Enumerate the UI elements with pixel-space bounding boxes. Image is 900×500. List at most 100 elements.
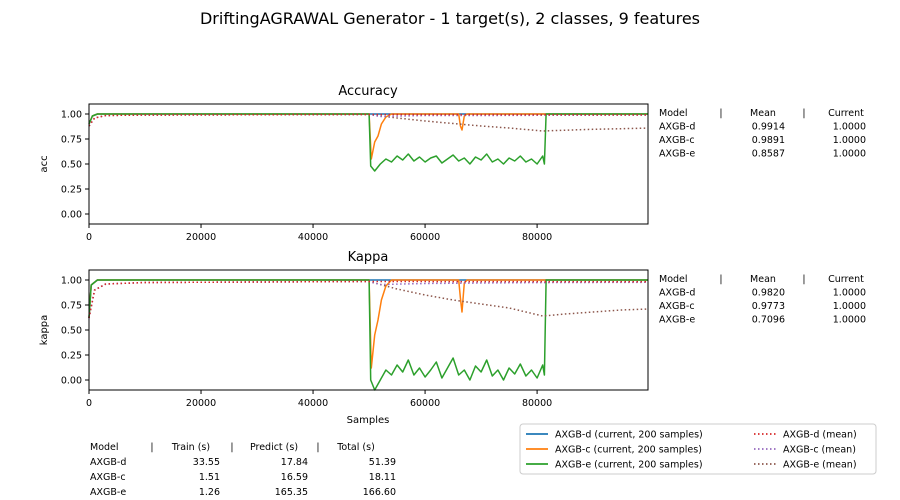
- y-tick-label: 0.75: [61, 135, 82, 146]
- summary-header-cell: Mean: [750, 108, 776, 119]
- kappa-y-axis-label: kappa: [39, 315, 50, 346]
- x-tick-label: 40000: [298, 232, 328, 243]
- kappa-ticks: 0 20000 40000 60000 80000 0.00 0.25 0.50 0.75 1.0…: [61, 276, 552, 410]
- summary-cell: 0.9914: [752, 122, 785, 133]
- series-line-axgb-e-mean: [88, 113, 649, 132]
- timing-cell: AXGB-d: [90, 457, 126, 468]
- summary-cell: AXGB-c: [659, 301, 695, 312]
- summary-cell: 1.0000: [833, 135, 866, 146]
- y-tick-label: 0.25: [61, 351, 82, 362]
- legend-label: AXGB-d (current, 200 samples): [555, 430, 703, 441]
- accuracy-summary-table: Model | Mean | Current AXGB-d 0.9914 1.0000 AXGB…: [659, 108, 866, 160]
- accuracy-series: [88, 113, 649, 172]
- accuracy-plot-frame: [88, 103, 649, 225]
- timing-cell: 51.39: [369, 457, 396, 468]
- timing-header-cell: Total (s): [336, 442, 375, 453]
- timing-cell: 1.51: [199, 472, 220, 483]
- series-line-axgb-c-current: [88, 113, 648, 160]
- summary-header-cell: |: [719, 108, 722, 119]
- legend-label: AXGB-d (mean): [783, 430, 857, 441]
- accuracy-ticks: 0 20000 40000 60000 80000 0.00 0.25 0.50 0.75 1.0…: [61, 110, 552, 244]
- legend-label: AXGB-e (current, 200 samples): [555, 460, 703, 471]
- timing-cell: 166.60: [363, 487, 396, 498]
- timing-cell: 17.84: [281, 457, 308, 468]
- timing-cell: 16.59: [281, 472, 308, 483]
- accuracy-y-axis-label: acc: [39, 155, 50, 172]
- series-line-axgb-d-mean: [88, 280, 649, 319]
- timing-cell: 33.55: [193, 457, 220, 468]
- y-tick-label: 0.50: [61, 160, 82, 171]
- x-tick-label: 60000: [410, 398, 440, 409]
- summary-header-cell: |: [802, 108, 805, 119]
- summary-cell: AXGB-e: [659, 315, 695, 326]
- summary-header-cell: Model: [659, 108, 688, 119]
- y-tick-label: 0.50: [61, 326, 82, 337]
- y-tick-label: 0.25: [61, 185, 82, 196]
- summary-cell: 0.9820: [752, 288, 785, 299]
- summary-header-cell: |: [802, 274, 805, 285]
- figure-title: DriftingAGRAWAL Generator - 1 target(s),…: [200, 9, 700, 28]
- summary-header-cell: Current: [828, 274, 864, 285]
- timing-cell: AXGB-e: [90, 487, 126, 498]
- summary-cell: 0.8587: [752, 149, 785, 160]
- x-tick-label: 0: [86, 398, 92, 409]
- summary-header-cell: Mean: [750, 274, 776, 285]
- timing-header-cell: |: [316, 442, 319, 453]
- summary-cell: AXGB-d: [659, 288, 695, 299]
- legend-label: AXGB-c (mean): [783, 445, 856, 456]
- summary-cell: 1.0000: [833, 301, 866, 312]
- x-tick-label: 80000: [522, 232, 552, 243]
- summary-cell: 1.0000: [833, 149, 866, 160]
- summary-cell: 0.9891: [752, 135, 785, 146]
- timing-header-cell: Predict (s): [250, 442, 298, 453]
- series-line-axgb-c-current: [88, 279, 648, 369]
- x-tick-label: 0: [86, 232, 92, 243]
- x-tick-label: 20000: [186, 398, 216, 409]
- timing-cell: AXGB-c: [90, 472, 126, 483]
- legend-label: AXGB-c (current, 200 samples): [555, 445, 702, 456]
- summary-cell: AXGB-c: [659, 135, 695, 146]
- legend: AXGB-d (current, 200 samples) AXGB-c (cur…: [519, 423, 877, 475]
- summary-cell: 0.9773: [752, 301, 785, 312]
- kappa-panel: Kappa kappa Samples 0 20000 40000 60000 8000…: [39, 250, 866, 426]
- timing-cell: 18.11: [369, 472, 396, 483]
- series-line-axgb-d-mean: [88, 113, 649, 127]
- y-tick-label: 0.00: [61, 210, 82, 221]
- summary-header-cell: Model: [659, 274, 688, 285]
- summary-cell: 1.0000: [833, 315, 866, 326]
- x-tick-label: 20000: [186, 232, 216, 243]
- summary-cell: 0.7096: [752, 315, 785, 326]
- timing-header-cell: |: [230, 442, 233, 453]
- y-tick-label: 0.00: [61, 376, 82, 387]
- y-tick-label: 0.75: [61, 301, 82, 312]
- timing-header-cell: Train (s): [171, 442, 210, 453]
- series-line-axgb-e-current: [88, 113, 648, 172]
- timing-header-cell: |: [150, 442, 153, 453]
- summary-cell: AXGB-e: [659, 149, 695, 160]
- timing-cell: 165.35: [275, 487, 308, 498]
- summary-header-cell: |: [719, 274, 722, 285]
- series-line-axgb-c-mean: [88, 280, 649, 319]
- kappa-x-axis-label: Samples: [347, 415, 390, 426]
- timing-header-cell: Model: [90, 442, 119, 453]
- kappa-series: [88, 279, 649, 391]
- accuracy-chart-title: Accuracy: [338, 84, 398, 99]
- y-tick-label: 1.00: [61, 110, 82, 121]
- summary-cell: 1.0000: [833, 288, 866, 299]
- series-line-axgb-e-current: [88, 279, 648, 391]
- kappa-summary-table: Model | Mean | Current AXGB-d 0.9820 1.0000 AXGB…: [659, 274, 866, 326]
- summary-header-cell: Current: [828, 108, 864, 119]
- accuracy-panel: Accuracy acc 0 20000 40000 60000 80000 0.00 0.…: [39, 84, 866, 243]
- timing-cell: 1.26: [199, 487, 220, 498]
- summary-cell: AXGB-d: [659, 122, 695, 133]
- x-tick-label: 40000: [298, 398, 328, 409]
- legend-label: AXGB-e (mean): [783, 460, 857, 471]
- x-tick-label: 60000: [410, 232, 440, 243]
- kappa-plot-frame: [88, 269, 649, 391]
- summary-cell: 1.0000: [833, 122, 866, 133]
- x-tick-label: 80000: [522, 398, 552, 409]
- legend-box: [519, 423, 877, 475]
- y-tick-label: 1.00: [61, 276, 82, 287]
- kappa-chart-title: Kappa: [348, 250, 389, 265]
